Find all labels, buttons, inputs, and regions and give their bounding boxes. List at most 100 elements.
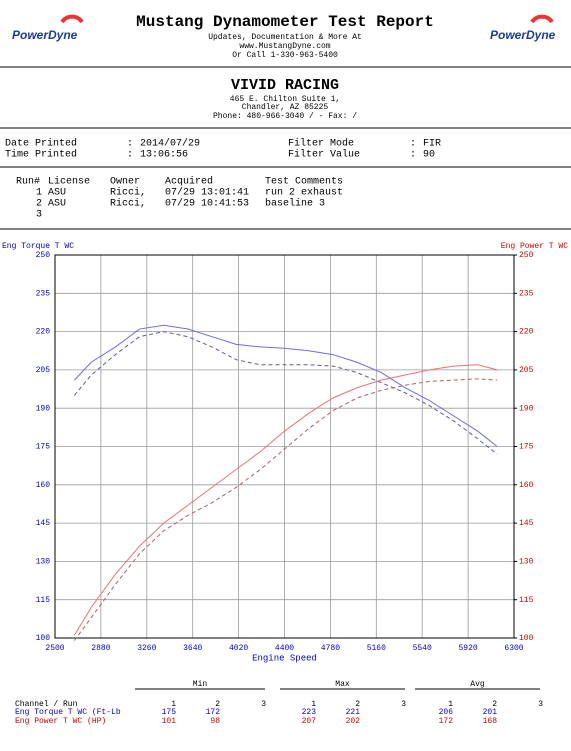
x-tick-label: 4400: [275, 644, 294, 653]
shop-line: 465 E. Chilton Suite 1,: [230, 95, 340, 104]
summary-channel: Eng Power T WC (HP): [15, 717, 106, 726]
info-value: 90: [423, 150, 435, 161]
x-tick-label: 3260: [137, 644, 156, 653]
runs-header: Test Comments: [265, 177, 343, 188]
runs-cell: run 2 exhaust: [265, 187, 343, 199]
info-separator: :: [127, 150, 133, 161]
summary-run: 3: [401, 700, 406, 709]
y2-axis-title: Eng Power T WC: [501, 242, 568, 251]
y2-tick-label: 130: [519, 558, 534, 567]
x-tick-label: 3640: [183, 644, 202, 653]
runs-cell: baseline 3: [265, 198, 325, 210]
y-tick-label: 100: [36, 634, 51, 643]
x-axis-title: Engine Speed: [252, 653, 317, 663]
runs-header: Owner: [110, 177, 140, 188]
y-tick-label: 250: [36, 251, 51, 260]
summary-value: 172: [439, 717, 454, 726]
header-line: www.MustangDyne.com: [239, 42, 330, 51]
shop-line: Chandler, AZ 85225: [242, 103, 329, 112]
info-label: Filter Mode: [288, 138, 354, 150]
summary-run: 2: [355, 700, 360, 709]
runs-cell: Ricci,: [110, 198, 146, 210]
logo: PowerDyne: [490, 28, 556, 42]
info-separator: :: [410, 150, 416, 161]
report-title: Mustang Dynamometer Test Report: [136, 13, 434, 31]
x-tick-label: 2500: [45, 644, 64, 653]
header-line: Or Call 1-330-963-5400: [232, 51, 338, 60]
summary-value: 201: [483, 708, 498, 717]
summary-header: Channel / Run: [15, 700, 78, 709]
x-tick-label: 6300: [504, 644, 523, 653]
summary-channel: Eng Torque T WC (Ft-Lb: [15, 708, 121, 717]
runs-cell: 1: [36, 188, 42, 199]
summary-run: 2: [215, 700, 220, 709]
info-separator: :: [410, 139, 416, 150]
info-value: 2014/07/29: [140, 138, 200, 150]
y2-tick-label: 235: [519, 289, 534, 298]
x-tick-label: 5920: [458, 644, 477, 653]
y-tick-label: 160: [36, 481, 51, 490]
summary-group: Avg: [470, 680, 485, 689]
series-line: [73, 378, 498, 641]
y-tick-label: 115: [36, 596, 51, 605]
header-line: Updates, Documentation & More At: [208, 33, 362, 42]
summary-run: 3: [538, 700, 543, 709]
y-tick-label: 175: [36, 443, 51, 452]
series-line: [73, 331, 498, 455]
info-separator: :: [127, 139, 133, 150]
summary-run: 3: [261, 700, 266, 709]
x-tick-label: 5540: [413, 644, 432, 653]
logo-gauge: [60, 14, 84, 24]
summary-run: 1: [448, 700, 453, 709]
summary-value: 172: [206, 708, 221, 717]
x-tick-label: 4780: [321, 644, 340, 653]
y2-tick-label: 190: [519, 404, 534, 413]
summary-value: 207: [302, 717, 317, 726]
series-line: [73, 364, 498, 636]
y2-tick-label: 145: [519, 519, 534, 528]
y-tick-label: 190: [36, 404, 51, 413]
y2-tick-label: 175: [519, 443, 534, 452]
y2-tick-label: 100: [519, 634, 534, 643]
info-value: FIR: [423, 139, 441, 150]
y2-tick-label: 250: [519, 251, 534, 260]
summary-group: Max: [335, 680, 350, 689]
summary-value: 175: [162, 708, 177, 717]
info-label: Date Printed: [5, 138, 77, 150]
y2-tick-label: 115: [519, 596, 534, 605]
runs-header: Run#: [16, 177, 40, 188]
y-axis-title: Eng Torque T WC: [2, 242, 74, 251]
y-tick-label: 205: [36, 366, 51, 375]
y-tick-label: 130: [36, 558, 51, 567]
info-value: 13:06:56: [140, 150, 188, 161]
series-line: [73, 324, 498, 447]
logo-gauge: [530, 14, 554, 24]
summary-value: 202: [346, 717, 361, 726]
summary-value: 221: [346, 708, 361, 717]
y2-tick-label: 160: [519, 481, 534, 490]
runs-cell: ASU: [48, 199, 66, 210]
plot-border: [54, 254, 515, 639]
runs-cell: 07/29 13:01:41: [165, 187, 249, 199]
runs-header: License: [48, 176, 90, 188]
info-label: Time Printed: [5, 149, 77, 161]
y-tick-label: 220: [36, 328, 51, 337]
summary-value: 206: [439, 708, 454, 717]
summary-run: 1: [311, 700, 316, 709]
y-tick-label: 145: [36, 519, 51, 528]
summary-value: 223: [302, 708, 317, 717]
y2-tick-label: 205: [519, 366, 534, 375]
y-tick-label: 235: [36, 289, 51, 298]
runs-cell: 3: [36, 210, 42, 221]
x-tick-label: 2880: [91, 644, 110, 653]
runs-cell: ASU: [48, 188, 66, 199]
runs-cell: 2: [36, 199, 42, 210]
summary-value: 101: [162, 717, 177, 726]
summary-run: 1: [171, 700, 176, 709]
x-tick-label: 5160: [367, 644, 386, 653]
info-label: Filter Value: [288, 149, 360, 161]
shop-name: VIVID RACING: [231, 77, 339, 94]
summary-value: 168: [483, 717, 498, 726]
y2-tick-label: 220: [519, 328, 534, 337]
